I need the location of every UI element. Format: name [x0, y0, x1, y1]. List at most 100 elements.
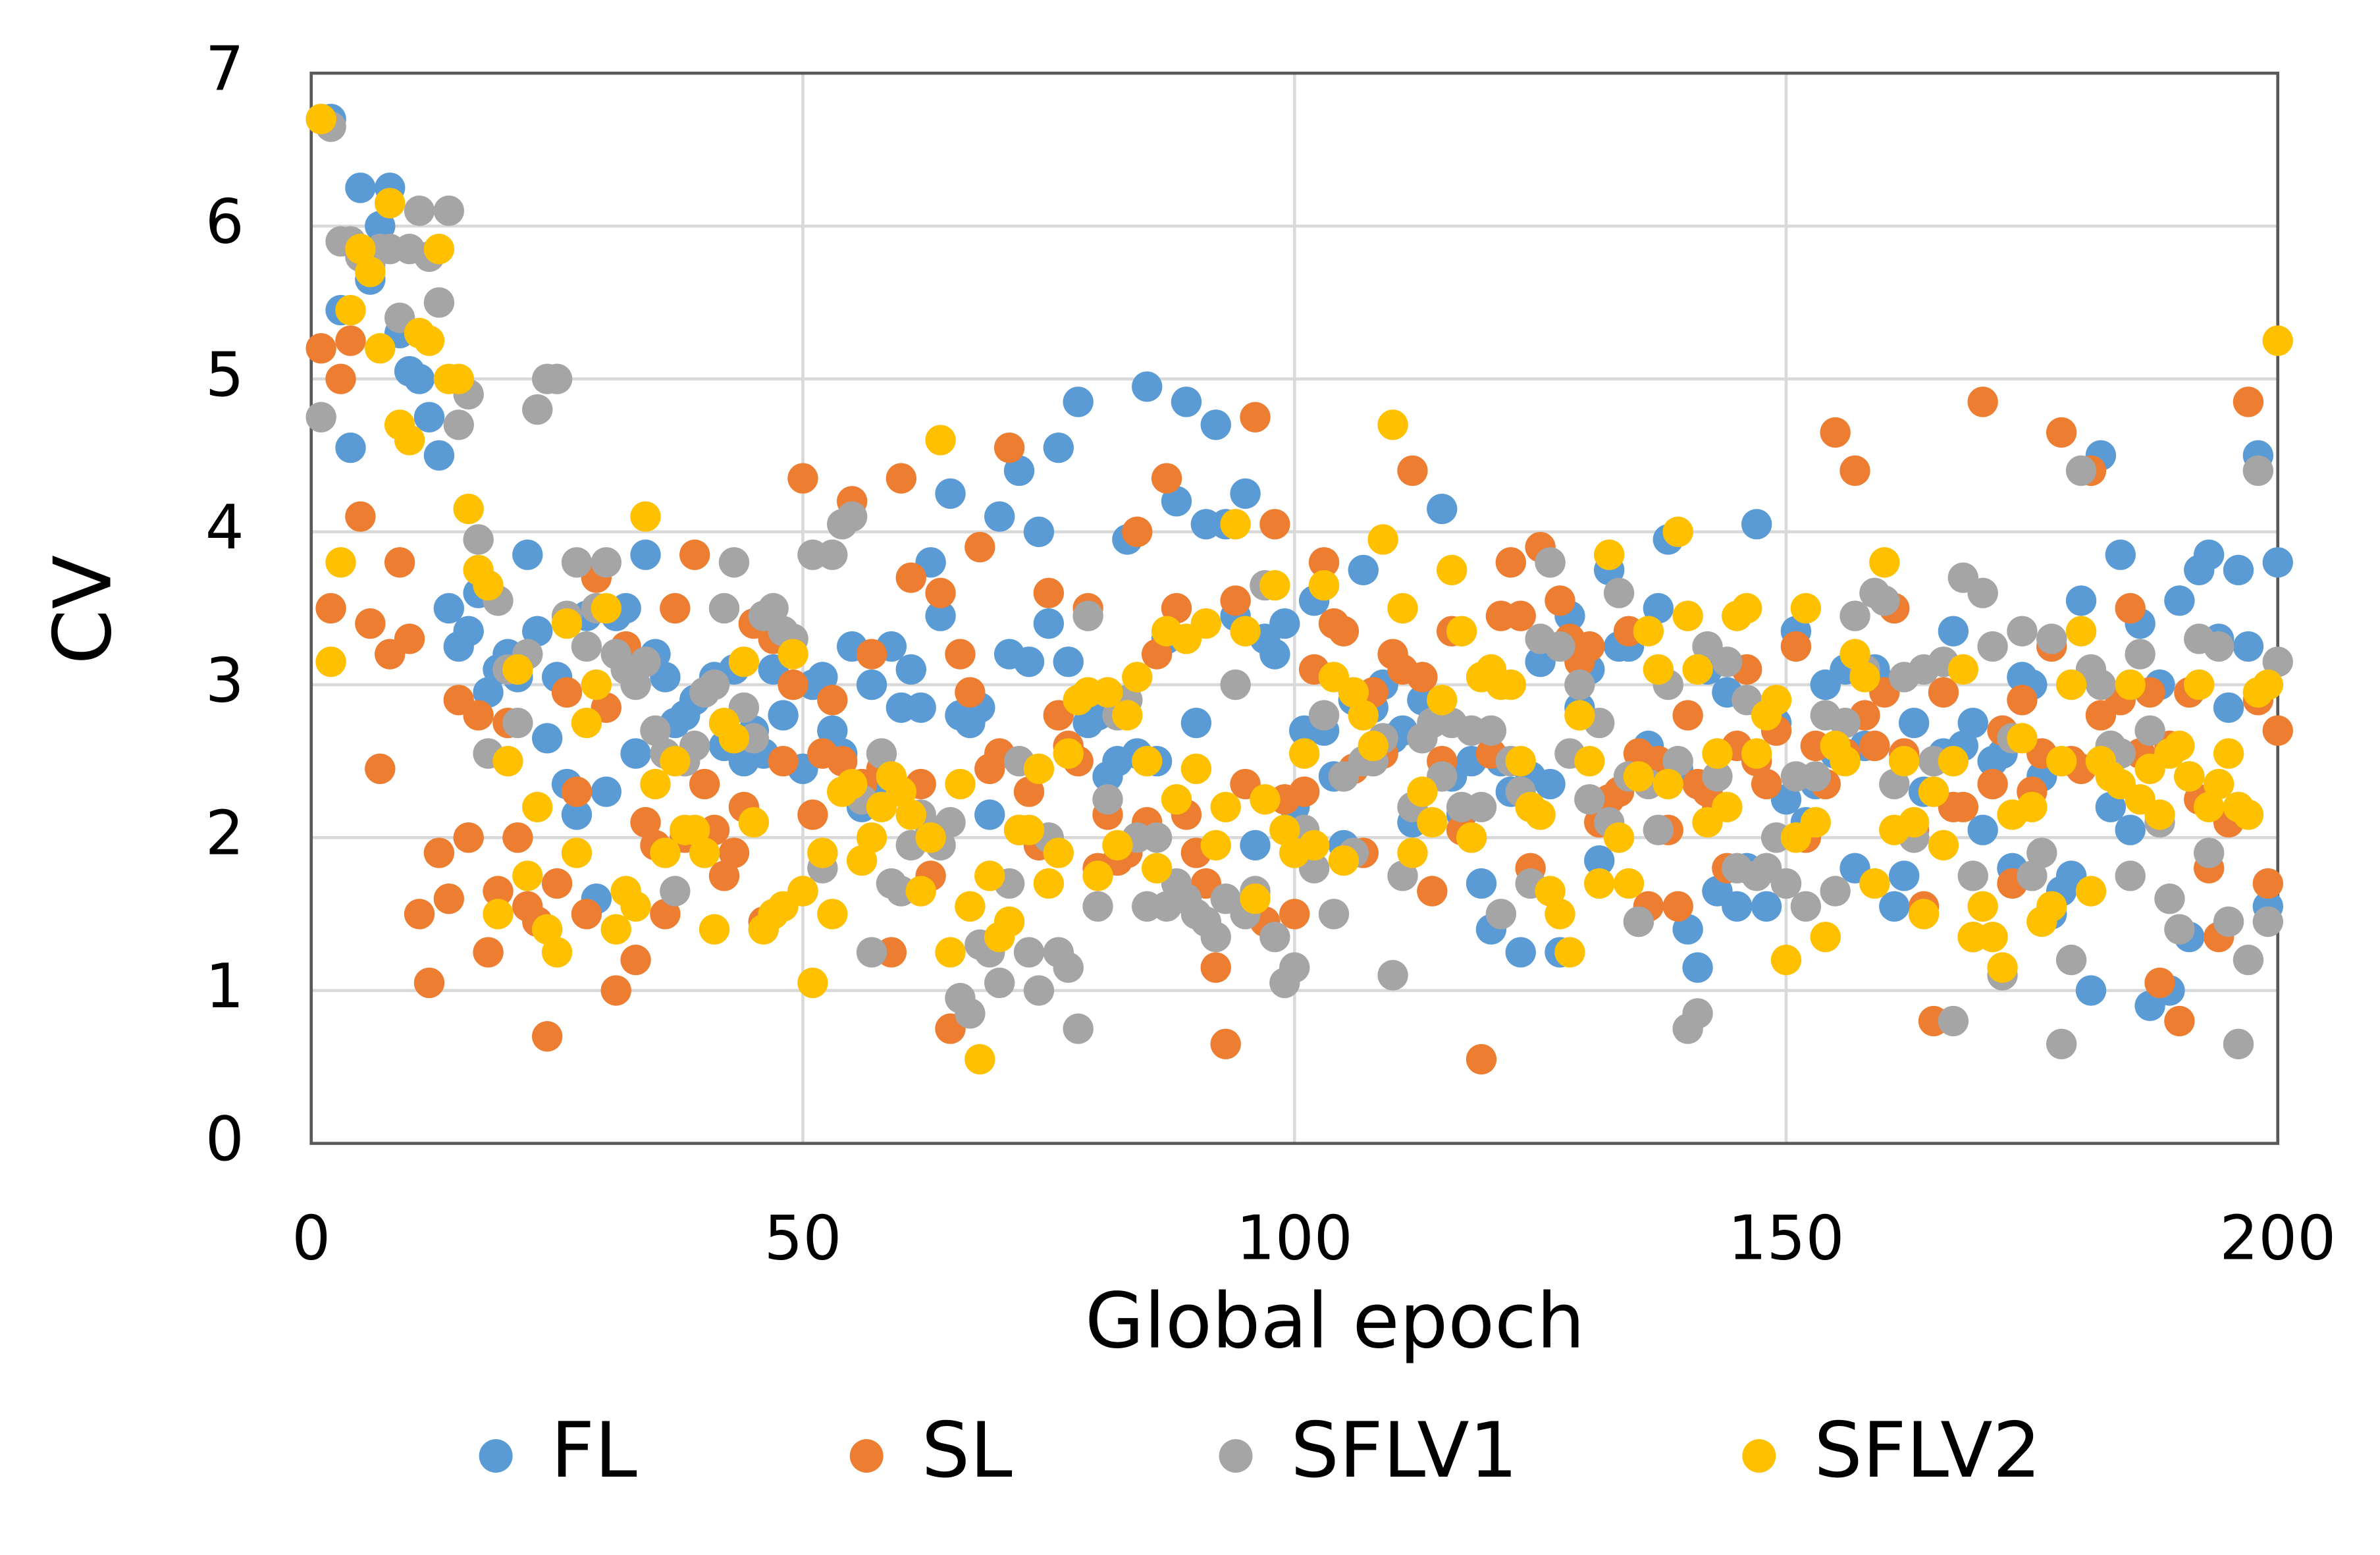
point [1377, 409, 1408, 440]
point [728, 646, 760, 677]
point [571, 631, 602, 662]
point [905, 876, 936, 907]
point [355, 608, 386, 639]
point [551, 677, 583, 708]
point [925, 577, 956, 608]
point [492, 746, 523, 777]
point [1407, 662, 1438, 693]
point [1898, 806, 1930, 838]
point [473, 937, 504, 968]
point [2075, 975, 2107, 1006]
point [689, 837, 720, 868]
point [561, 799, 593, 830]
point [522, 791, 553, 823]
point [1063, 386, 1094, 417]
point [433, 196, 464, 226]
point [2075, 876, 2107, 907]
point [1141, 853, 1173, 883]
point [895, 799, 926, 830]
point [1013, 646, 1045, 677]
point [2115, 860, 2146, 891]
point [591, 593, 621, 624]
point [413, 967, 445, 999]
point [1259, 922, 1290, 953]
point [925, 425, 956, 456]
point [502, 654, 533, 685]
point [1495, 547, 1526, 578]
point [1279, 899, 1310, 930]
point [620, 669, 651, 700]
point [797, 967, 828, 999]
point [512, 539, 543, 570]
point [718, 547, 750, 578]
point [1033, 868, 1065, 899]
point [1643, 654, 1674, 685]
point [905, 692, 936, 724]
point [2242, 455, 2274, 487]
point [512, 860, 543, 891]
point [581, 669, 612, 700]
y-tick-label: 0 [205, 1103, 244, 1174]
point [443, 409, 474, 440]
point [453, 822, 484, 853]
point [541, 868, 573, 899]
point [1122, 662, 1153, 693]
point [1003, 455, 1035, 487]
y-tick-label: 5 [205, 339, 244, 410]
point [817, 899, 848, 930]
point [423, 287, 455, 318]
point [2262, 325, 2293, 356]
point [1869, 585, 1900, 616]
point [1043, 837, 1074, 868]
point [1810, 922, 1841, 953]
point [2065, 585, 2097, 616]
point [1407, 776, 1438, 807]
point [413, 402, 445, 433]
point [1338, 677, 1369, 708]
point [325, 363, 356, 394]
point [551, 608, 583, 639]
y-tick-label: 2 [205, 798, 244, 869]
point [2203, 631, 2235, 662]
point [1427, 685, 1458, 716]
point [2203, 768, 2235, 800]
point [463, 524, 494, 555]
point [1859, 868, 1890, 899]
point [423, 234, 455, 265]
point [1387, 860, 1418, 891]
point [807, 837, 838, 868]
point [1122, 516, 1153, 548]
point [2115, 593, 2146, 624]
point [335, 325, 366, 356]
point [463, 700, 494, 731]
point [718, 723, 750, 754]
plot-border [309, 71, 2280, 1146]
point [531, 723, 563, 754]
legend-marker [1219, 1439, 1253, 1473]
point [718, 837, 750, 868]
point [1889, 746, 1920, 777]
point [965, 531, 995, 563]
point [1348, 554, 1379, 586]
point [640, 768, 671, 800]
point [1584, 845, 1615, 876]
point [2262, 715, 2293, 746]
point [1230, 478, 1261, 509]
point [1918, 776, 1949, 807]
point [2194, 837, 2225, 868]
point [2213, 692, 2244, 724]
point [1623, 761, 1654, 792]
point [2115, 814, 2146, 845]
point [2233, 386, 2264, 417]
point [413, 325, 445, 356]
point [2125, 639, 2155, 670]
point [394, 425, 425, 456]
legend-marker [479, 1439, 513, 1473]
point [1259, 509, 1290, 540]
point [1820, 876, 1851, 907]
point [679, 814, 710, 845]
point [1023, 516, 1055, 548]
point [1466, 868, 1497, 899]
point [1977, 768, 2008, 800]
